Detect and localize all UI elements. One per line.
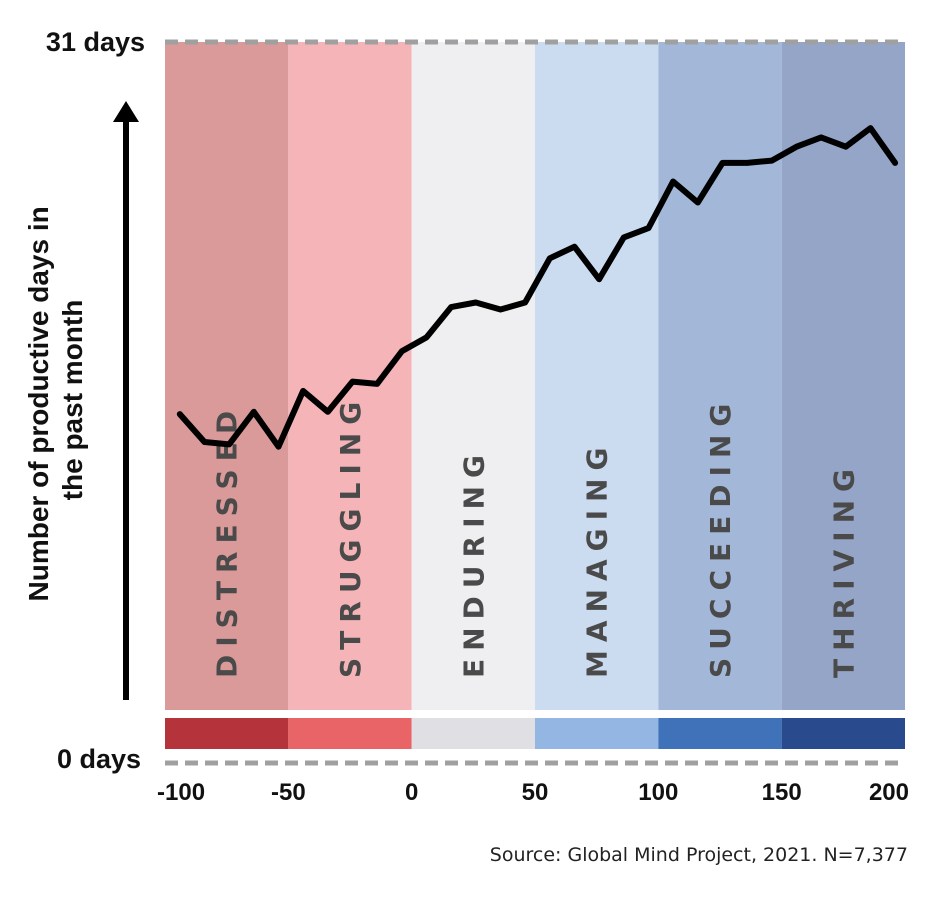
x-tick-label: -100 [157, 779, 205, 806]
y-axis-title-line-2: the past month [57, 300, 88, 501]
y-axis-title-line-1: Number of productive days in [23, 206, 54, 601]
x-tick-label: 50 [522, 779, 549, 806]
band-layer [165, 42, 905, 710]
band-label-distressed: DISTRESSED [211, 403, 244, 678]
y-bottom-label: 0 days [57, 744, 141, 774]
y-axis-title: Number of productive days in the past mo… [23, 199, 88, 602]
band-enduring [411, 42, 535, 710]
color-bar-segment-thriving [781, 718, 905, 749]
x-tick-labels: -100 -50 0 50 100 150 200 [157, 779, 909, 806]
band-label-struggling: STRUGGLING [334, 394, 367, 678]
band-distressed [165, 42, 289, 710]
color-bar-segment-distressed [165, 718, 289, 749]
y-top-label: 31 days [46, 27, 145, 57]
band-managing [535, 42, 659, 710]
color-bar [165, 718, 905, 749]
x-tick-label: -50 [271, 779, 306, 806]
color-bar-segment-succeeding [658, 718, 782, 749]
series-line [176, 125, 899, 450]
band-succeeding [658, 42, 782, 710]
color-bar-segment-managing [535, 718, 659, 749]
x-tick-label: 200 [869, 779, 909, 806]
band-label-succeeding: SUCCEEDING [704, 396, 737, 678]
x-tick-label: 150 [762, 779, 802, 806]
x-tick-label: 0 [405, 779, 418, 806]
x-tick-label: 100 [638, 779, 678, 806]
color-bar-segment-enduring [411, 718, 535, 749]
band-thriving [781, 42, 905, 710]
band-label-managing: MANAGING [581, 440, 614, 678]
source-note: Source: Global Mind Project, 2021. N=7,3… [490, 844, 908, 866]
band-struggling [288, 42, 412, 710]
band-label-layer: DISTRESSED STRUGGLING ENDURING MANAGING SUCC… [211, 394, 861, 678]
band-label-thriving: THRIVING [827, 461, 860, 678]
color-bar-segment-struggling [288, 718, 412, 749]
band-label-enduring: ENDURING [457, 447, 490, 678]
y-axis-arrow-head [113, 101, 139, 122]
